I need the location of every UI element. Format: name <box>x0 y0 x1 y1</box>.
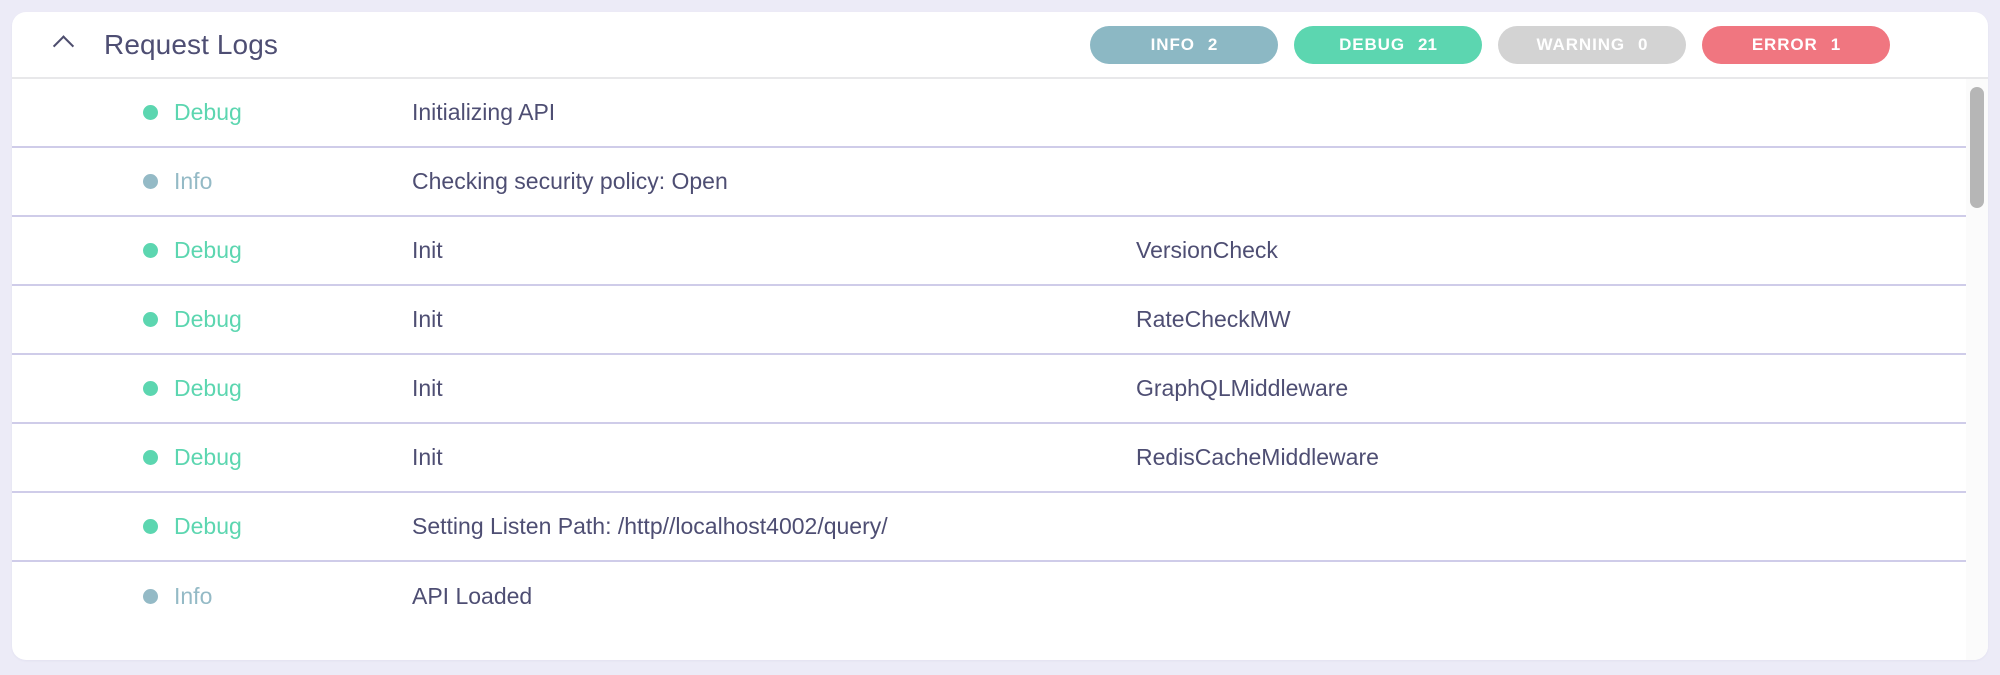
collapse-toggle-button[interactable] <box>48 30 78 60</box>
badge-error-count: 1 <box>1830 34 1841 54</box>
log-level-label: Debug <box>174 99 242 125</box>
log-detail-cell: RedisCacheMiddleware <box>1136 444 1379 470</box>
log-message-cell: Init <box>412 375 443 401</box>
badge-debug-count: 21 <box>1417 34 1437 54</box>
log-row[interactable]: Debug Setting Listen Path: /http//localho… <box>12 493 1966 562</box>
badge-debug[interactable]: DEBUG 21 <box>1294 25 1482 64</box>
log-message-cell: Initializing API <box>412 99 556 125</box>
chevron-up-icon <box>52 35 74 57</box>
badge-info-label: INFO <box>1150 34 1195 54</box>
log-message-cell: Init <box>412 237 443 263</box>
log-message-cell: Init <box>412 444 443 470</box>
badge-warning-count: 0 <box>1638 34 1648 54</box>
log-level-cell: Debug <box>12 99 412 126</box>
log-level-cell: Debug <box>12 237 412 264</box>
log-detail-cell: VersionCheck <box>1136 237 1278 263</box>
log-level-label: Debug <box>174 237 242 263</box>
log-level-cell: Debug <box>12 306 412 333</box>
log-row[interactable]: Debug Init RedisCacheMiddleware <box>12 424 1966 493</box>
log-level-dot-icon <box>143 381 158 396</box>
log-row[interactable]: Debug Init VersionCheck <box>12 217 1966 286</box>
vertical-scrollbar-track[interactable] <box>1966 79 1988 660</box>
log-detail-cell: RateCheckMW <box>1136 306 1291 332</box>
log-level-cell: Debug <box>12 375 412 402</box>
log-row[interactable]: Debug Initializing API <box>12 79 1966 148</box>
panel-title: Request Logs <box>104 28 278 60</box>
badge-debug-label: DEBUG <box>1339 34 1405 54</box>
log-message-cell: Checking security policy: Open <box>412 168 728 194</box>
log-detail-cell: GraphQLMiddleware <box>1136 375 1349 401</box>
log-row[interactable]: Info API Loaded <box>12 562 1966 631</box>
request-logs-panel: Request Logs INFO 2 DEBUG 21 WARNING 0 E… <box>12 12 1988 660</box>
log-level-cell: Debug <box>12 513 412 540</box>
log-message-cell: API Loaded <box>412 583 533 609</box>
log-level-dot-icon <box>143 589 158 604</box>
badge-warning[interactable]: WARNING 0 <box>1498 25 1686 64</box>
vertical-scrollbar-thumb[interactable] <box>1970 87 1984 208</box>
log-level-label: Debug <box>174 513 242 539</box>
log-list: Debug Initializing API Info Checking securi… <box>12 79 1966 660</box>
log-row[interactable]: Debug Init GraphQLMiddleware <box>12 355 1966 424</box>
log-message-cell: Init <box>412 306 443 332</box>
log-level-dot-icon <box>143 450 158 465</box>
log-message-cell: Setting Listen Path: /http//localhost400… <box>412 513 888 539</box>
panel-header: Request Logs INFO 2 DEBUG 21 WARNING 0 E… <box>12 12 1988 79</box>
badge-info[interactable]: INFO 2 <box>1090 25 1278 64</box>
log-level-dot-icon <box>143 243 158 258</box>
log-level-cell: Info <box>12 168 412 195</box>
badge-info-count: 2 <box>1207 34 1218 54</box>
log-level-dot-icon <box>143 312 158 327</box>
badge-warning-label: WARNING <box>1536 34 1625 54</box>
log-level-filter-badges: INFO 2 DEBUG 21 WARNING 0 ERROR 1 <box>1090 25 1964 64</box>
log-level-dot-icon <box>143 174 158 189</box>
badge-error-label: ERROR <box>1751 34 1818 54</box>
log-level-label: Debug <box>174 444 242 470</box>
log-level-label: Debug <box>174 306 242 332</box>
badge-error[interactable]: ERROR 1 <box>1702 25 1890 64</box>
log-list-scroll-area[interactable]: Debug Initializing API Info Checking securi… <box>12 79 1988 660</box>
log-level-cell: Info <box>12 583 412 610</box>
log-level-label: Info <box>174 583 213 609</box>
log-row[interactable]: Debug Init RateCheckMW <box>12 286 1966 355</box>
log-level-dot-icon <box>143 519 158 534</box>
log-level-label: Debug <box>174 375 242 401</box>
log-level-dot-icon <box>143 105 158 120</box>
log-level-label: Info <box>174 168 213 194</box>
log-row[interactable]: Info Checking security policy: Open <box>12 148 1966 217</box>
log-level-cell: Debug <box>12 444 412 471</box>
